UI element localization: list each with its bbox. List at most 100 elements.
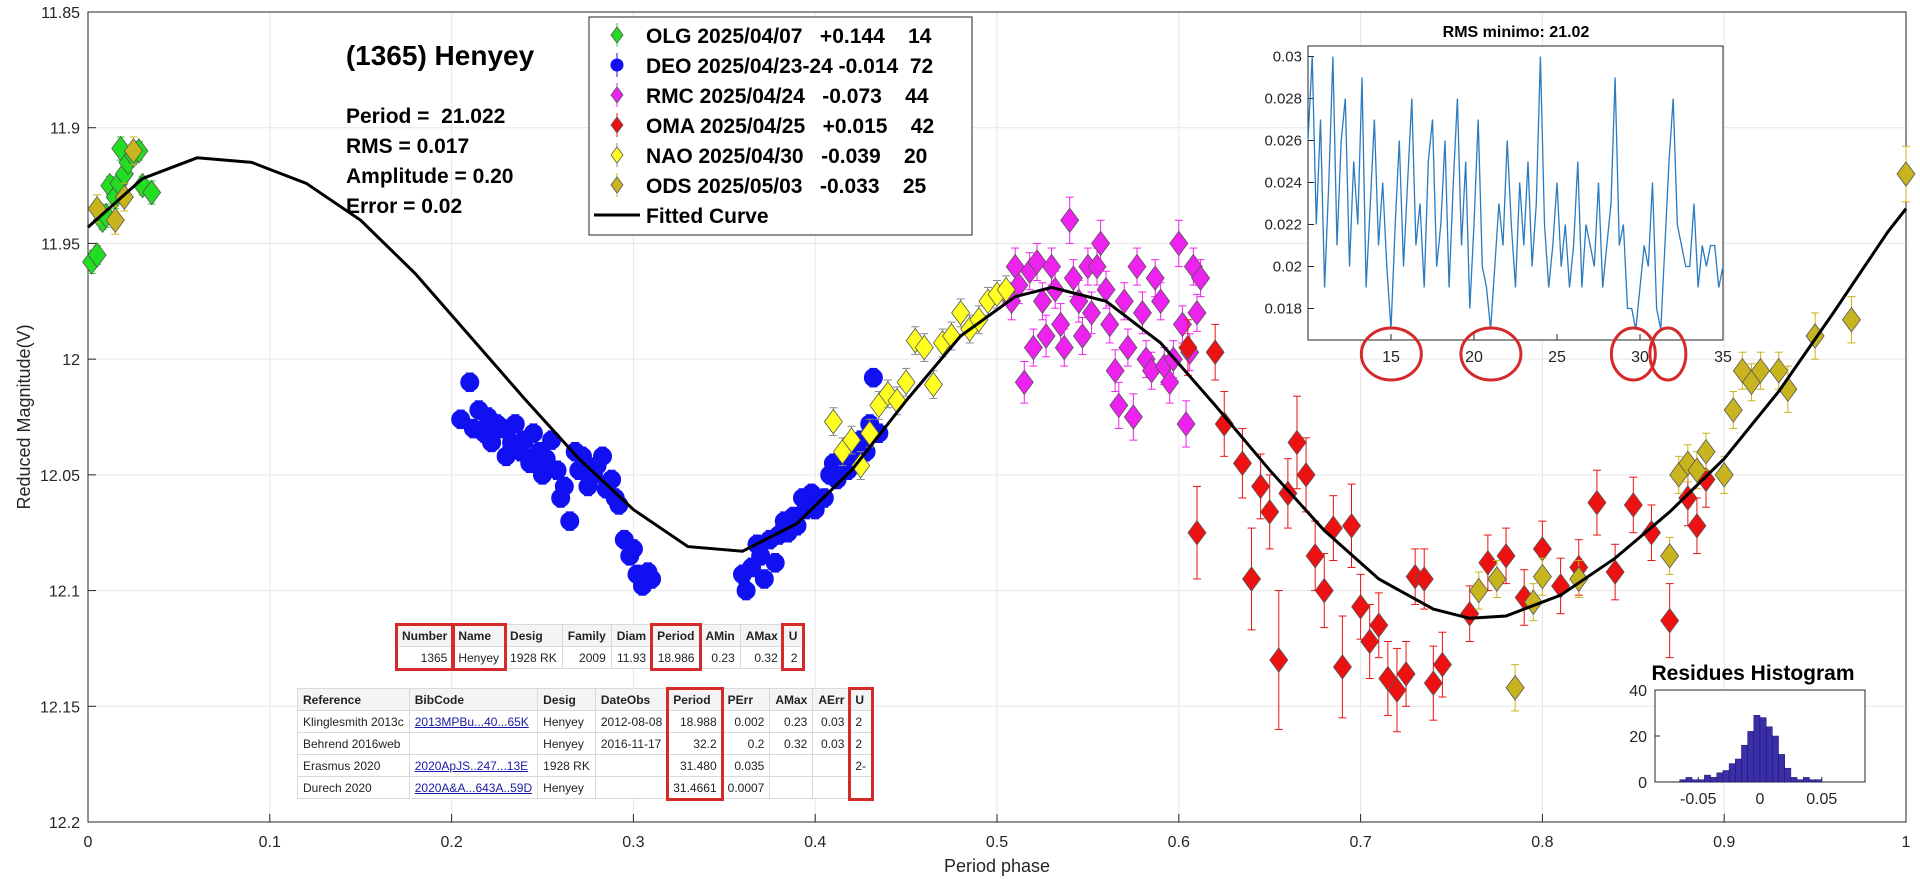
data-point-deo (863, 368, 883, 388)
histogram-bar (1815, 779, 1823, 783)
info-table-header-8: U (782, 624, 804, 647)
x-tick-label: 0 (84, 834, 93, 851)
histogram-title: Residues Histogram (1651, 662, 1854, 685)
data-point-oma (1260, 499, 1280, 525)
data-point-rmc (1072, 323, 1092, 349)
data-point-ods (1896, 161, 1916, 187)
periodogram-x-tick-label: 30 (1631, 349, 1649, 366)
data-point-rmc (1187, 300, 1207, 326)
data-point-oma (1423, 670, 1443, 696)
data-point-nao (842, 427, 862, 453)
x-tick-label: 0.5 (986, 834, 1008, 851)
periodogram-line (1307, 56, 1724, 330)
legend-item-ods: ODS 2025/05/03 -0.033 25 (610, 173, 927, 198)
periodogram-x-tick-label: 20 (1465, 349, 1483, 366)
reference-table-cell-5: 0.2 (721, 732, 771, 755)
reference-table-row: Erasmus 2020 2020ApJS..247...13E 1928 RK 31… (297, 754, 873, 777)
reference-table-header-4: Period (667, 688, 723, 711)
data-point-ods (1723, 397, 1743, 423)
stat-period: Period = 21.022 (346, 105, 505, 128)
histogram-bar (1735, 758, 1742, 783)
reference-table-cell-2: Henyey (537, 776, 596, 799)
periodogram-y-tick-label: 0.02 (1273, 259, 1302, 276)
data-point-nao (851, 452, 871, 479)
histogram-bar (1716, 772, 1724, 783)
histogram-y-tick-label: 0 (1638, 775, 1647, 792)
x-tick-label: 0.1 (259, 834, 281, 851)
reference-table-row: Behrend 2016web Henyey 2016-11-17 32.2 0.2 0.… (297, 732, 873, 755)
histogram-bar (1679, 779, 1687, 783)
data-point-deo (765, 553, 785, 573)
data-point-deo (736, 581, 756, 601)
info-table-cell-3: 2009 (561, 646, 612, 669)
data-point-deo (602, 469, 622, 489)
periodogram-y-tick-label: 0.026 (1264, 133, 1302, 150)
periodogram-y-tick-label: 0.03 (1273, 49, 1302, 66)
data-point-ods (105, 207, 125, 234)
data-point-ods (1769, 357, 1789, 384)
data-point-rmc (1172, 311, 1192, 338)
legend-item-rmc: RMC 2025/04/24 -0.073 44 (610, 83, 929, 108)
series-oma (1178, 319, 1716, 733)
data-point-oma (1678, 485, 1698, 511)
legend-item-deo: DEO 2025/04/23-24 -0.014 72 (610, 53, 933, 78)
reference-table-cell-5: 0.035 (721, 754, 771, 777)
data-point-oma (1687, 512, 1707, 539)
info-table-cell-2: 1928 RK (504, 646, 563, 669)
histogram-bar (1759, 717, 1767, 783)
periodogram-x-tick-label: 25 (1548, 349, 1566, 366)
info-table-highlight (781, 622, 805, 671)
data-point-rmc (1145, 265, 1165, 291)
reference-table-header-7: AErr (812, 688, 851, 711)
data-point-nao (923, 371, 943, 398)
periodogram-y-tick-label: 0.028 (1264, 91, 1302, 108)
data-point-ods (123, 138, 143, 164)
y-tick-label: 11.9 (50, 121, 80, 138)
data-point-oma (1242, 566, 1262, 592)
legend-item-fitted-curve: Fitted Curve (594, 205, 769, 228)
data-point-deo (554, 476, 574, 496)
data-point-deo (787, 516, 807, 536)
info-table-header-2: Desig (504, 624, 563, 647)
data-point-oma (1296, 462, 1316, 488)
periodogram-y-tick-label: 0.024 (1264, 175, 1302, 192)
histogram-bar (1685, 777, 1693, 783)
reference-table-cell-2: Henyey (537, 732, 596, 755)
x-tick-label: 0.6 (1168, 834, 1190, 851)
data-point-ods (1469, 577, 1489, 604)
reference-table-cell-0: Klinglesmith 2013c (297, 710, 410, 733)
data-point-rmc (1132, 300, 1152, 326)
info-table-header-3: Family (561, 624, 612, 647)
legend-label: OLG 2025/04/07 +0.144 14 (646, 25, 932, 48)
stat-amplitude: Amplitude = 0.20 (346, 165, 513, 188)
data-point-rmc (1014, 369, 1034, 396)
histogram-x-tick-label: -0.05 (1680, 791, 1717, 808)
reference-table-cell-1[interactable]: 2013MPBu...40...65K (408, 710, 539, 733)
data-point-rmc (1127, 253, 1147, 280)
reference-table-cell-1[interactable]: 2020ApJS..247...13E (408, 754, 539, 777)
histogram-bar (1691, 779, 1699, 783)
data-point-deo (642, 569, 662, 589)
histogram-x-tick-label: 0 (1756, 791, 1765, 808)
data-point-deo (460, 372, 480, 392)
series-deo (451, 367, 889, 601)
x-tick-label: 0.8 (1531, 834, 1553, 851)
periodogram-minimum-circle (1359, 326, 1423, 382)
legend-marker (610, 116, 624, 134)
reference-table-cell-7: 0.03 (812, 710, 851, 733)
x-tick-label: 0.2 (440, 834, 462, 851)
reference-table-cell-4: 31.4661 (667, 776, 723, 799)
histogram-bar (1741, 744, 1748, 783)
reference-table-cell-1[interactable]: 2020A&A...643A..59D (408, 776, 539, 799)
histogram-bar (1722, 770, 1730, 783)
data-point-ods (1841, 306, 1861, 333)
periodogram-y-tick-label: 0.018 (1264, 301, 1302, 318)
periodogram-title: RMS minimo: 21.02 (1443, 24, 1590, 41)
data-point-rmc (1036, 323, 1056, 349)
data-point-rmc (1151, 288, 1171, 315)
data-point-oma (1269, 647, 1289, 673)
legend-label: RMC 2025/04/24 -0.073 44 (646, 85, 929, 108)
reference-table-cell-0: Erasmus 2020 (297, 754, 410, 777)
info-table-highlight (450, 622, 507, 671)
